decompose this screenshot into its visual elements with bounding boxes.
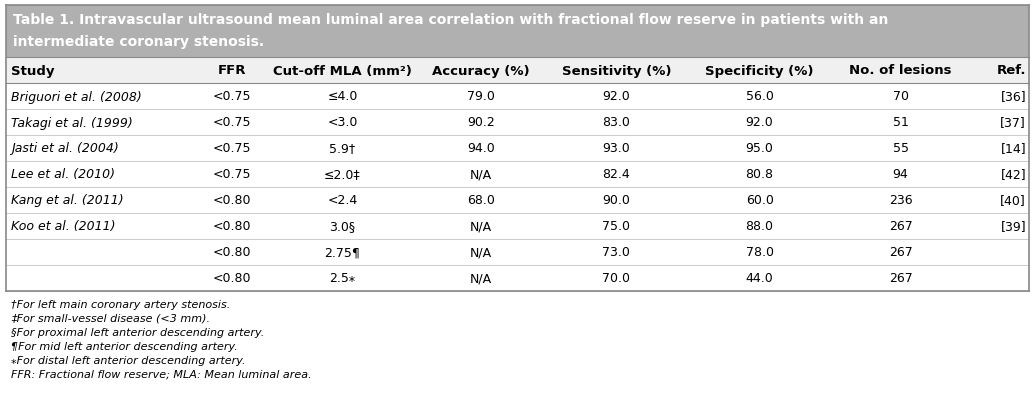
Text: 267: 267 (889, 272, 913, 285)
Text: 83.0: 83.0 (602, 116, 630, 129)
Bar (6, 136, 1029, 162)
Text: <0.80: <0.80 (213, 272, 252, 285)
Text: N/A: N/A (470, 246, 493, 259)
Text: <0.80: <0.80 (213, 194, 252, 207)
Text: [42]: [42] (1001, 168, 1026, 181)
Bar (6, 188, 1029, 213)
Text: ‡For small-vessel disease (<3 mm).: ‡For small-vessel disease (<3 mm). (11, 313, 210, 323)
Text: 79.0: 79.0 (467, 90, 495, 103)
Text: <0.75: <0.75 (213, 168, 252, 181)
Text: 92.0: 92.0 (746, 116, 773, 129)
Bar (6, 58, 1029, 84)
Text: intermediate coronary stenosis.: intermediate coronary stenosis. (13, 35, 264, 49)
Text: <0.75: <0.75 (213, 116, 252, 129)
Text: 56.0: 56.0 (745, 90, 773, 103)
Text: 78.0: 78.0 (745, 246, 773, 259)
Text: 95.0: 95.0 (745, 142, 773, 155)
Text: 73.0: 73.0 (602, 246, 630, 259)
Bar (6, 110, 1029, 136)
Text: <3.0: <3.0 (327, 116, 358, 129)
Text: <2.4: <2.4 (327, 194, 357, 207)
Text: 92.0: 92.0 (602, 90, 630, 103)
Text: 5.9†: 5.9† (329, 142, 356, 155)
Text: Cut-off MLA (mm²): Cut-off MLA (mm²) (273, 64, 412, 77)
Text: 70: 70 (892, 90, 909, 103)
Text: 55: 55 (892, 142, 909, 155)
Bar (6, 84, 1029, 110)
Bar (6, 162, 1029, 188)
Text: [36]: [36] (1001, 90, 1026, 103)
Text: <0.75: <0.75 (213, 90, 252, 103)
Text: Takagi et al. (1999): Takagi et al. (1999) (11, 116, 132, 129)
Text: <0.80: <0.80 (213, 220, 252, 233)
Text: [39]: [39] (1001, 220, 1026, 233)
Text: 90.2: 90.2 (467, 116, 495, 129)
Bar (6, 213, 1029, 239)
Text: Briguori et al. (2008): Briguori et al. (2008) (11, 90, 142, 103)
Text: 3.0§: 3.0§ (329, 220, 355, 233)
Text: ≤4.0: ≤4.0 (327, 90, 358, 103)
Text: FFR: FFR (218, 64, 246, 77)
Text: FFR: Fractional flow reserve; MLA: Mean luminal area.: FFR: Fractional flow reserve; MLA: Mean … (11, 369, 312, 379)
Text: 88.0: 88.0 (745, 220, 773, 233)
Text: 236: 236 (889, 194, 913, 207)
Text: 80.8: 80.8 (745, 168, 773, 181)
Text: [14]: [14] (1001, 142, 1026, 155)
Text: 94.0: 94.0 (467, 142, 495, 155)
Text: N/A: N/A (470, 220, 493, 233)
Text: [40]: [40] (1000, 194, 1026, 207)
Text: ≤2.0‡: ≤2.0‡ (324, 168, 361, 181)
Text: 267: 267 (889, 246, 913, 259)
Text: No. of lesions: No. of lesions (850, 64, 952, 77)
Bar (6, 265, 1029, 291)
Text: ¶For mid left anterior descending artery.: ¶For mid left anterior descending artery… (11, 341, 238, 351)
Text: 267: 267 (889, 220, 913, 233)
Text: Study: Study (11, 64, 55, 77)
Text: Table 1. Intravascular ultrasound mean luminal area correlation with fractional : Table 1. Intravascular ultrasound mean l… (13, 13, 888, 27)
Text: 94: 94 (892, 168, 909, 181)
Text: 90.0: 90.0 (602, 194, 630, 207)
Text: Lee et al. (2010): Lee et al. (2010) (11, 168, 115, 181)
Text: Accuracy (%): Accuracy (%) (433, 64, 530, 77)
Text: Koo et al. (2011): Koo et al. (2011) (11, 220, 116, 233)
Text: §For proximal left anterior descending artery.: §For proximal left anterior descending a… (11, 327, 264, 337)
Text: 68.0: 68.0 (467, 194, 495, 207)
Text: 44.0: 44.0 (746, 272, 773, 285)
Text: <0.75: <0.75 (213, 142, 252, 155)
Text: N/A: N/A (470, 168, 493, 181)
Text: †For left main coronary artery stenosis.: †For left main coronary artery stenosis. (11, 299, 230, 309)
Text: Sensitivity (%): Sensitivity (%) (562, 64, 671, 77)
Text: 82.4: 82.4 (602, 168, 630, 181)
Text: [37]: [37] (1000, 116, 1026, 129)
Bar (6, 239, 1029, 265)
Text: ⁎For distal left anterior descending artery.: ⁎For distal left anterior descending art… (11, 355, 245, 365)
Text: <0.80: <0.80 (213, 246, 252, 259)
Text: 2.75¶: 2.75¶ (325, 246, 360, 259)
Text: N/A: N/A (470, 272, 493, 285)
Text: Ref.: Ref. (997, 64, 1026, 77)
Text: 93.0: 93.0 (602, 142, 630, 155)
Text: Jasti et al. (2004): Jasti et al. (2004) (11, 142, 119, 155)
Text: Specificity (%): Specificity (%) (706, 64, 814, 77)
Text: 70.0: 70.0 (602, 272, 630, 285)
Text: 60.0: 60.0 (745, 194, 773, 207)
Text: 51: 51 (892, 116, 909, 129)
Text: Kang et al. (2011): Kang et al. (2011) (11, 194, 123, 207)
Bar (6, 6, 1029, 58)
Text: 2.5⁎: 2.5⁎ (329, 272, 355, 285)
Text: 75.0: 75.0 (602, 220, 630, 233)
